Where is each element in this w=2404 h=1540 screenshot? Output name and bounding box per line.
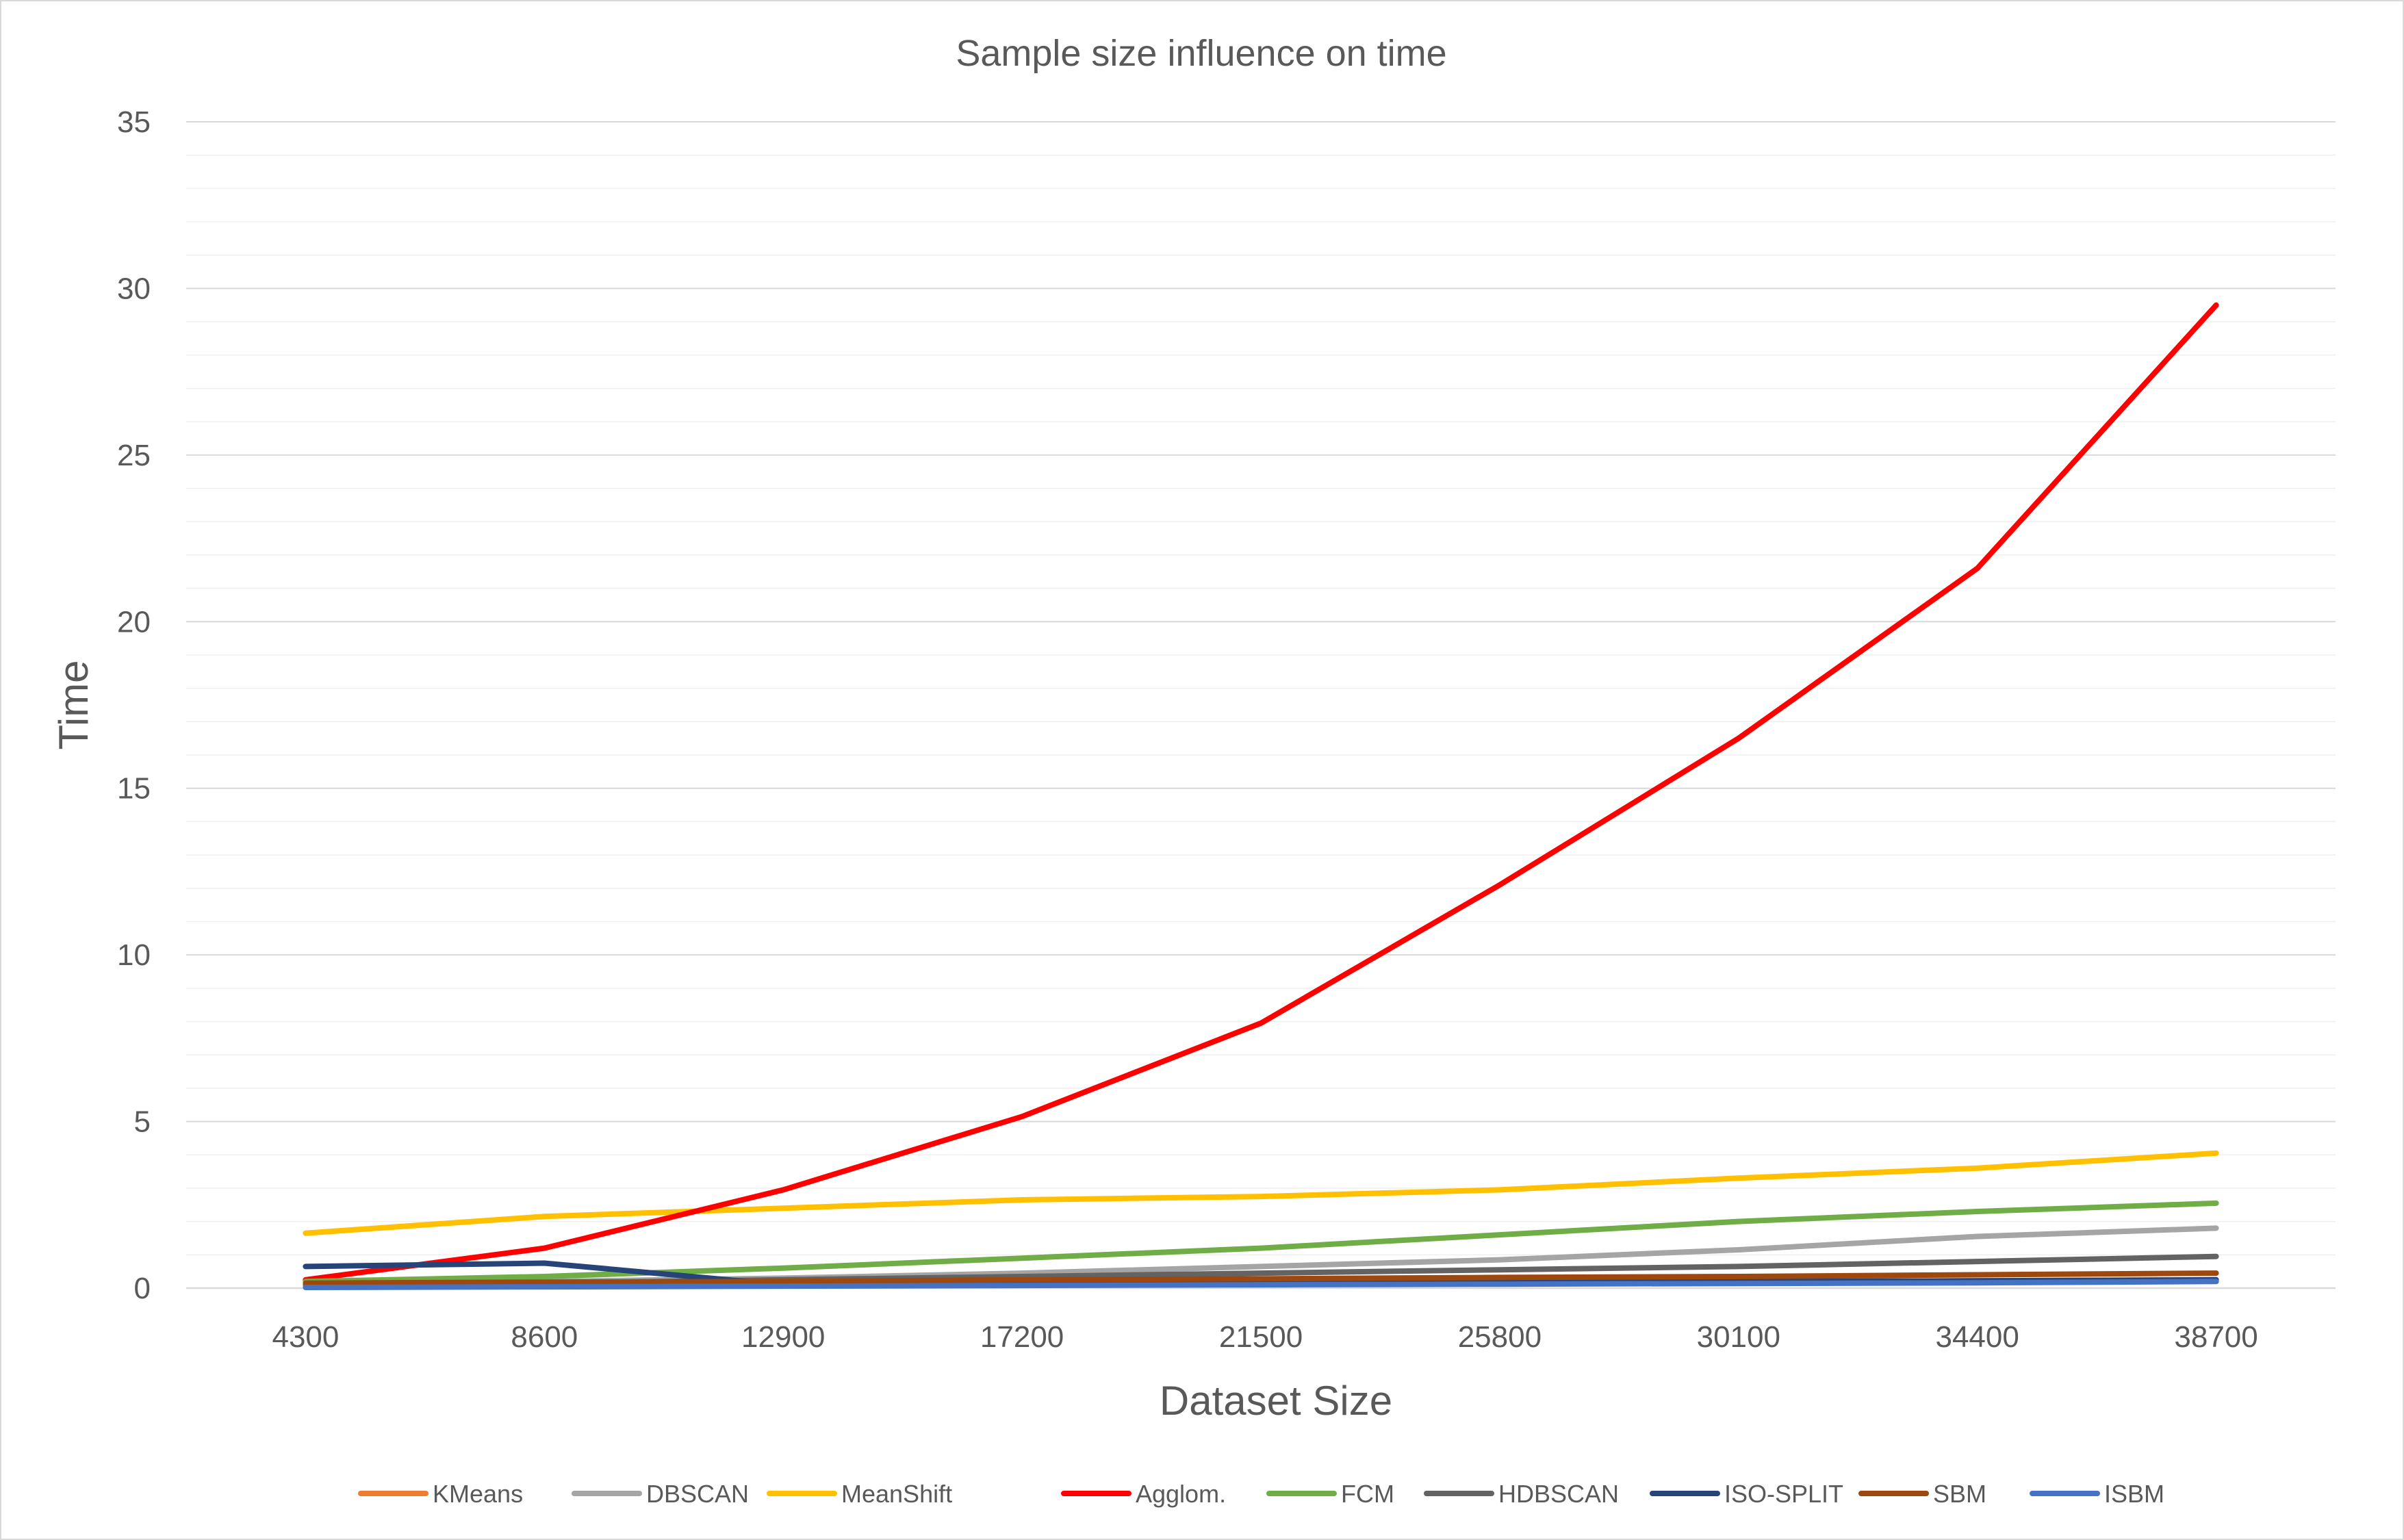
legend-item: ISBM	[2030, 1480, 2164, 1508]
x-tick-label: 38700	[2174, 1320, 2258, 1354]
x-axis-tick-labels: 4300 8600 12900 17200 21500 25800 30100 34400 38…	[272, 1320, 2258, 1354]
y-tick-label: 10	[117, 938, 151, 972]
legend-item: KMeans	[358, 1480, 523, 1508]
legend-label: FCM	[1341, 1480, 1394, 1508]
x-tick-label: 8600	[511, 1320, 578, 1354]
legend-label: MeanShift	[841, 1480, 952, 1508]
series-line-sbm	[303, 1270, 2219, 1286]
series-line-agglom	[303, 302, 2219, 1283]
y-tick-label: 35	[117, 105, 151, 139]
x-tick-label: 17200	[980, 1320, 1064, 1354]
legend-label: Agglom.	[1136, 1480, 1226, 1508]
series-line-fcm	[303, 1200, 2219, 1285]
y-tick-label: 15	[117, 772, 151, 806]
x-tick-label: 12900	[741, 1320, 825, 1354]
legend-label: HDBSCAN	[1498, 1480, 1619, 1508]
gridlines	[186, 121, 2336, 1289]
legend: KMeans DBSCAN MeanShift Agglom. FCM HDBSCAN IS…	[358, 1480, 2164, 1508]
legend-label: SBM	[1933, 1480, 1986, 1508]
y-tick-label: 30	[117, 272, 151, 305]
series-lines	[303, 302, 2219, 1290]
x-tick-label: 25800	[1458, 1320, 1542, 1354]
y-axis-tick-labels: 0 5 10 15 20 25 30 35	[117, 105, 151, 1305]
legend-item: ISO-SPLIT	[1650, 1480, 1843, 1508]
legend-item: HDBSCAN	[1424, 1480, 1619, 1508]
chart-title: Sample size influence on time	[956, 33, 1446, 74]
x-tick-label: 34400	[1935, 1320, 2019, 1354]
x-tick-label: 21500	[1219, 1320, 1303, 1354]
legend-label: ISO-SPLIT	[1724, 1480, 1843, 1508]
legend-item: Agglom.	[1061, 1480, 1226, 1508]
y-tick-label: 5	[134, 1105, 151, 1139]
legend-item: FCM	[1266, 1480, 1394, 1508]
y-tick-label: 20	[117, 605, 151, 639]
y-tick-label: 0	[134, 1272, 151, 1305]
series-line-meanshift	[303, 1150, 2219, 1236]
x-axis-title: Dataset Size	[1160, 1378, 1392, 1424]
legend-item: MeanShift	[767, 1480, 952, 1508]
legend-label: KMeans	[433, 1480, 523, 1508]
legend-label: ISBM	[2104, 1480, 2164, 1508]
y-tick-label: 25	[117, 439, 151, 472]
legend-item: SBM	[1858, 1480, 1986, 1508]
series-line-isbm	[303, 1279, 2219, 1290]
x-tick-label: 4300	[272, 1320, 339, 1354]
legend-label: DBSCAN	[646, 1480, 749, 1508]
x-tick-label: 30100	[1697, 1320, 1780, 1354]
y-axis-title: Time	[51, 660, 97, 749]
legend-item: DBSCAN	[572, 1480, 749, 1508]
